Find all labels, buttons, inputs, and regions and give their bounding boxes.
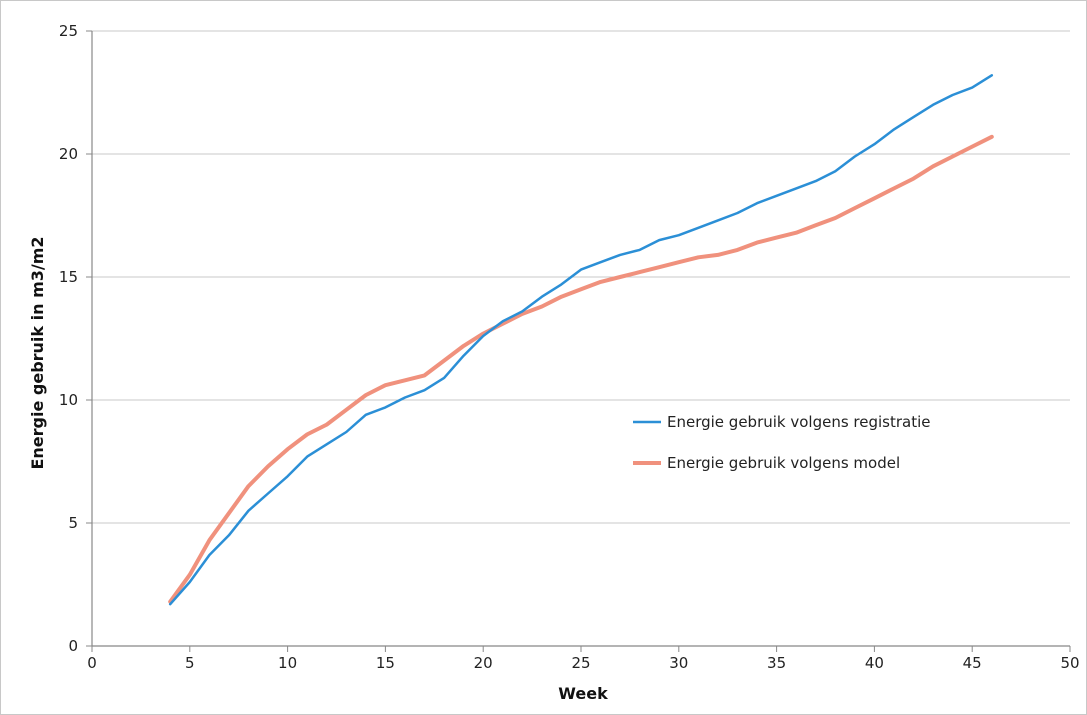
y-tick-label-5: 5 [68, 514, 78, 532]
y-tick-label-20: 20 [59, 145, 78, 163]
y-axis-title: Energie gebruik in m3/m2 [28, 236, 47, 469]
x-tick-label-0: 0 [87, 654, 97, 672]
y-tick-label-25: 25 [59, 22, 78, 40]
x-axis-title: Week [558, 684, 608, 703]
x-tick-label-30: 30 [669, 654, 688, 672]
legend-label-model: Energie gebruik volgens model [667, 454, 900, 472]
legend-item-registratie: Energie gebruik volgens registratie [633, 413, 931, 431]
x-tick-label-35: 35 [767, 654, 786, 672]
axes [86, 30, 1071, 652]
y-tick-label-15: 15 [59, 268, 78, 286]
series-line-registratie [168, 74, 994, 606]
series-lines [168, 74, 994, 606]
x-tick-label-20: 20 [474, 654, 493, 672]
tick-labels: 0 5 10 15 20 25 0 5 10 15 20 25 30 35 40 45 50 [59, 22, 1080, 672]
legend-item-model: Energie gebruik volgens model [633, 454, 900, 472]
legend-label-registratie: Energie gebruik volgens registratie [667, 413, 931, 431]
legend: Energie gebruik volgens registratie Ener… [633, 413, 931, 472]
y-tick-label-10: 10 [59, 391, 78, 409]
x-tick-label-40: 40 [865, 654, 884, 672]
x-tick-label-15: 15 [376, 654, 395, 672]
gridlines [92, 30, 1070, 524]
x-tick-label-25: 25 [571, 654, 590, 672]
x-tick-label-5: 5 [185, 654, 195, 672]
x-tick-label-45: 45 [963, 654, 982, 672]
series-line-model [168, 134, 994, 604]
x-tick-label-10: 10 [278, 654, 297, 672]
y-tick-label-0: 0 [68, 637, 78, 655]
x-tick-label-50: 50 [1060, 654, 1079, 672]
